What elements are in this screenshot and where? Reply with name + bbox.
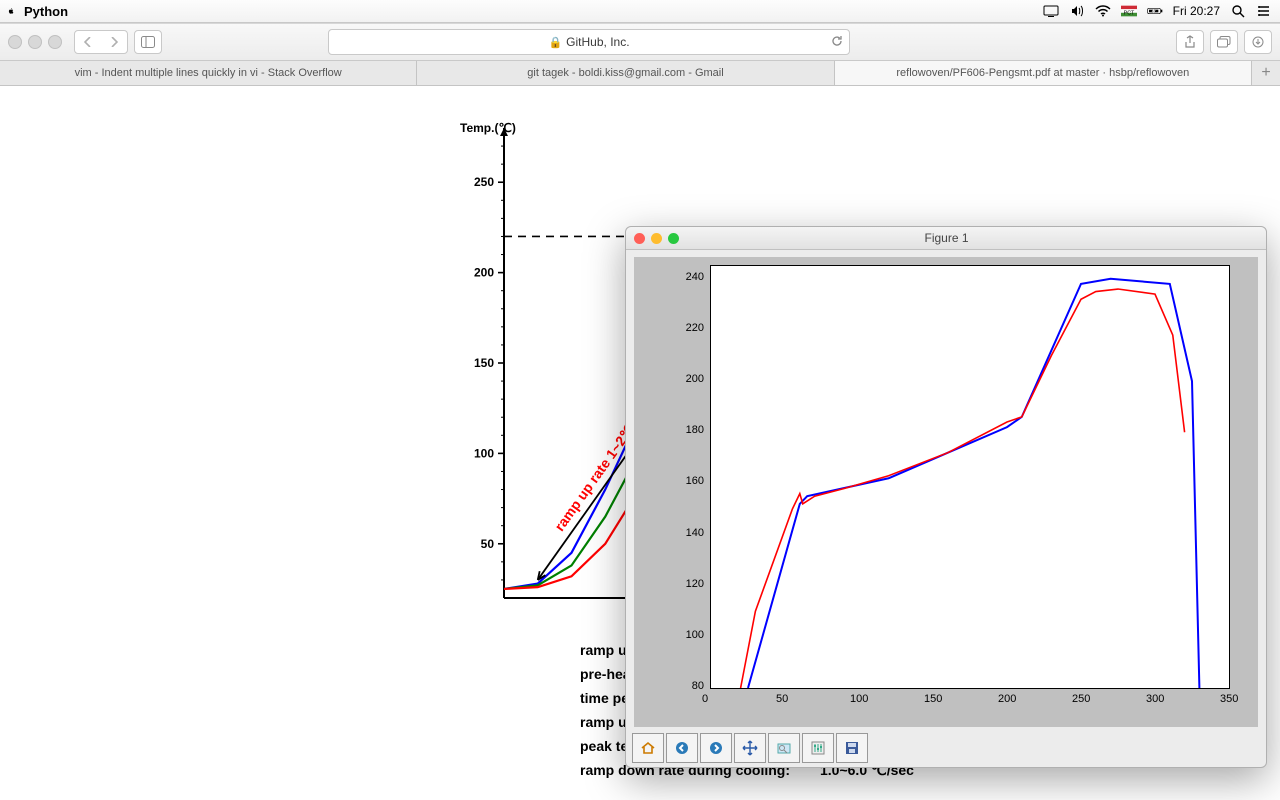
lock-icon: 🔒 [548,36,562,49]
safari-toolbar: 🔒 GitHub, Inc. [0,24,1280,61]
macos-menubar: Python PCT Fri 20:27 [0,0,1280,23]
sidebar-button[interactable] [134,30,162,54]
svg-text:200: 200 [474,266,494,280]
tab-2[interactable]: reflowoven/PF606-Pengsmt.pdf at master ·… [835,61,1252,85]
svg-text:250: 250 [474,175,494,189]
zoom-button[interactable] [768,733,800,763]
configure-button[interactable] [802,733,834,763]
svg-text:PCT: PCT [1123,11,1134,17]
apple-icon[interactable] [8,3,24,19]
svg-text:Temp.(℃): Temp.(℃) [460,121,516,135]
menubar-clock[interactable]: Fri 20:27 [1173,4,1220,18]
forward-button[interactable] [700,733,732,763]
tab-1[interactable]: git tagek - boldi.kiss@gmail.com - Gmail [417,61,834,85]
wifi-icon[interactable] [1095,3,1111,19]
matplotlib-window: Figure 1 0501001502002503003508010012014… [625,226,1267,768]
nav-back-forward [74,30,128,54]
minimize-icon[interactable] [28,35,42,49]
minimize-icon[interactable] [651,233,662,244]
window-traffic-lights [8,35,62,49]
notification-center-icon[interactable] [1256,3,1272,19]
matplotlib-titlebar[interactable]: Figure 1 [626,227,1266,250]
svg-text:150: 150 [474,356,494,370]
spotlight-icon[interactable] [1230,3,1246,19]
svg-text:100: 100 [474,446,494,460]
cast-icon[interactable] [1043,3,1059,19]
pan-button[interactable] [734,733,766,763]
matplotlib-axes[interactable] [710,265,1230,689]
tab-0[interactable]: vim - Indent multiple lines quickly in v… [0,61,417,85]
address-bar[interactable]: 🔒 GitHub, Inc. [328,29,850,55]
downloads-button[interactable] [1244,30,1272,54]
safari-window: 🔒 GitHub, Inc. vim - Indent multiple lin… [0,23,1280,800]
matplotlib-canvas: 0501001502002503003508010012014016018020… [634,257,1258,727]
save-button[interactable] [836,733,868,763]
zoom-icon[interactable] [48,35,62,49]
share-button[interactable] [1176,30,1204,54]
svg-text:50: 50 [481,537,495,551]
battery-icon[interactable] [1147,3,1163,19]
home-button[interactable] [632,733,664,763]
matplotlib-toolbar [632,733,868,763]
reload-icon[interactable] [831,35,843,50]
tab-bar: vim - Indent multiple lines quickly in v… [0,61,1280,86]
back-button[interactable] [666,733,698,763]
tabs-button[interactable] [1210,30,1238,54]
page-content: 50100150200250Temp.(℃)RSSRTSramp up rate… [0,86,1280,800]
new-tab-button[interactable]: + [1252,61,1280,85]
menubar-app-name[interactable]: Python [24,4,68,19]
back-button[interactable] [75,31,101,53]
close-icon[interactable] [8,35,22,49]
forward-button[interactable] [101,31,127,53]
zoom-icon[interactable] [668,233,679,244]
keyboard-layout-icon[interactable]: PCT [1121,3,1137,19]
volume-icon[interactable] [1069,3,1085,19]
address-host: GitHub, Inc. [566,35,629,49]
close-icon[interactable] [634,233,645,244]
window-title: Figure 1 [687,231,1206,245]
